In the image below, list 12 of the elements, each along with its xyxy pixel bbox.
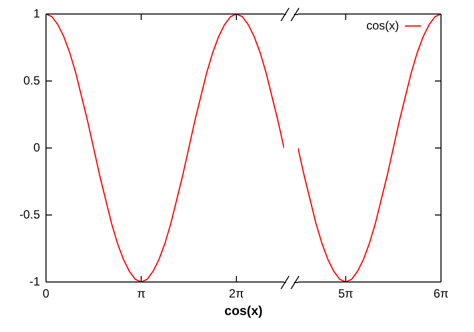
x-tick-label: π — [137, 286, 146, 301]
y-tick-label: 0.5 — [23, 73, 40, 88]
x-tick-label: 0 — [42, 286, 50, 301]
y-tick-label: 1 — [33, 6, 40, 20]
x-axis-title: cos(x) — [223, 303, 264, 318]
y-tick-label: -0.5 — [19, 207, 40, 222]
x-tick-label: 5π — [338, 286, 354, 301]
text: cos(x) — [366, 18, 399, 32]
x-tick-label: 6π — [434, 286, 448, 301]
x-tick-label: 2π — [228, 286, 244, 301]
y-tick-label: 0 — [33, 140, 40, 154]
y-tick-label: -1 — [29, 274, 40, 288]
